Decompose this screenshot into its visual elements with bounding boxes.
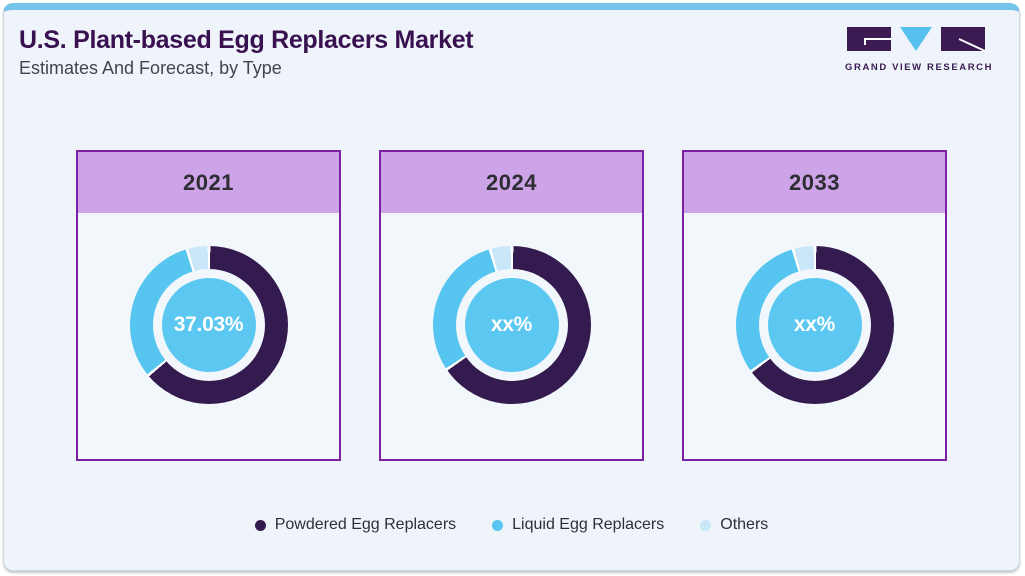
donut-center-label: xx%: [767, 278, 862, 372]
header: U.S. Plant-based Egg Replacers Market Es…: [19, 26, 474, 79]
legend-dot: [492, 519, 504, 531]
legend-dot: [700, 519, 712, 531]
year-card-2033: 2033 xx%: [682, 150, 947, 461]
donut-hole: xx%: [758, 269, 871, 381]
card-body: 37.03%: [78, 213, 339, 404]
gvr-logo-text: GRAND VIEW RESEARCH: [845, 62, 994, 73]
legend-item: Others: [700, 516, 768, 534]
year-card-2024: 2024 xx%: [379, 150, 644, 461]
chart-legend: Powdered Egg Replacers Liquid Egg Replace…: [4, 516, 1019, 534]
gvr-logo: GRAND VIEW RESEARCH: [845, 26, 994, 73]
donut-chart-2033: xx%: [735, 246, 894, 404]
legend-item: Liquid Egg Replacers: [492, 516, 664, 534]
infographic-panel: U.S. Plant-based Egg Replacers Market Es…: [3, 3, 1020, 571]
card-body: xx%: [684, 213, 945, 404]
donut-chart-2021: 37.03%: [129, 246, 288, 404]
legend-item: Powdered Egg Replacers: [254, 516, 457, 534]
gvr-logo-icon: [847, 27, 986, 52]
page-title: U.S. Plant-based Egg Replacers Market: [19, 26, 474, 54]
donut-center-label: 37.03%: [161, 278, 256, 372]
year-label: 2024: [381, 152, 642, 213]
legend-label: Liquid Egg Replacers: [512, 516, 665, 533]
year-label: 2033: [684, 152, 945, 213]
legend-dot: [254, 519, 266, 531]
donut-hole: xx%: [455, 269, 568, 381]
donut-center-label: xx%: [464, 278, 559, 372]
year-label: 2021: [78, 152, 339, 213]
legend-label: Powdered Egg Replacers: [274, 516, 457, 533]
card-body: xx%: [381, 213, 642, 404]
year-card-2021: 2021 37.03%: [76, 150, 341, 461]
donut-chart-2024: xx%: [432, 246, 591, 404]
page-subtitle: Estimates And Forecast, by Type: [19, 58, 282, 78]
legend-label: Others: [720, 516, 769, 533]
donut-hole: 37.03%: [152, 269, 265, 381]
donut-cards-row: 2021 37.03% 2024 xx% 2033 xx%: [4, 150, 1019, 461]
